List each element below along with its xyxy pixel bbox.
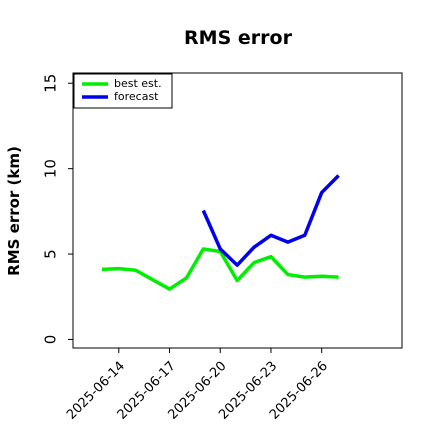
chart-title: RMS error <box>184 27 293 49</box>
legend-label: best est. <box>114 77 162 90</box>
legend-box <box>73 73 173 109</box>
y-tick-label: 15 <box>42 74 60 93</box>
y-tick-label: 0 <box>42 335 60 345</box>
data-line <box>101 247 339 291</box>
legend-label: forecast <box>114 90 159 103</box>
y-axis-label: RMS error (km) <box>5 146 23 276</box>
y-tick-label: 10 <box>42 159 60 178</box>
y-tick-label: 5 <box>42 249 60 259</box>
plot-frame <box>72 72 403 349</box>
data-line <box>201 174 340 267</box>
